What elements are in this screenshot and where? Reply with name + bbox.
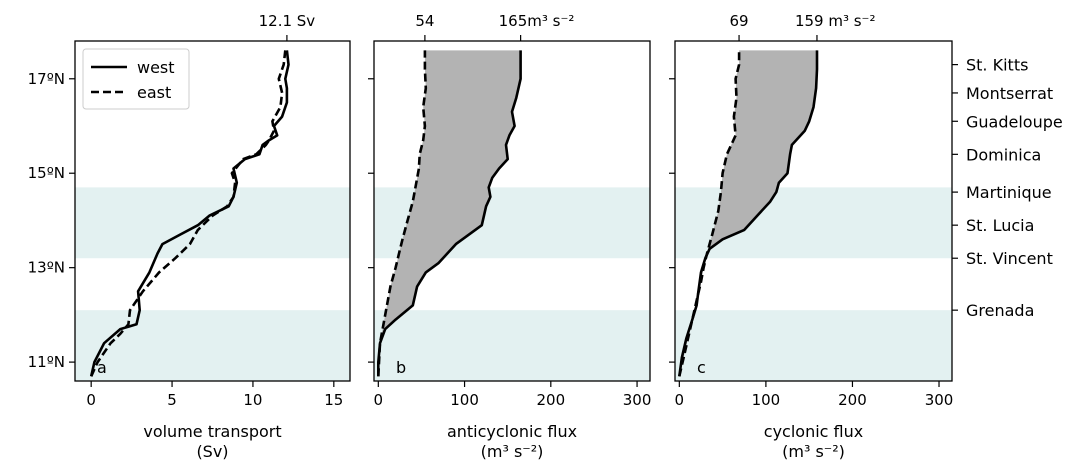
- island-label: Grenada: [966, 301, 1034, 320]
- panel-label-b: b: [396, 358, 406, 377]
- series-line-west-c: [678, 50, 819, 377]
- top-annotation-a: 12.1 Sv: [259, 12, 316, 30]
- latitude-band-a-1: [75, 187, 350, 259]
- latitude-band-c-0: [675, 310, 952, 381]
- island-label: Martinique: [966, 183, 1052, 202]
- axes-frame-c: [674, 40, 953, 382]
- x-axis-label-c: (m³ s⁻²): [782, 442, 845, 461]
- x-axis-label-b: anticyclonic flux: [447, 422, 577, 441]
- x-tick-label-a: 15: [324, 391, 343, 409]
- x-tick-label-b: 200: [536, 391, 565, 409]
- x-tick-label-b: 100: [450, 391, 479, 409]
- y-tick-label: 13ºN: [28, 259, 65, 277]
- flux-fill-b: [378, 50, 521, 377]
- island-label: St. Kitts: [966, 56, 1028, 75]
- island-label: St. Lucia: [966, 216, 1034, 235]
- x-tick-label-a: 10: [243, 391, 262, 409]
- series-line-east-a: [90, 50, 287, 377]
- x-axis-label-a: volume transport: [143, 422, 281, 441]
- y-tick-label: 11ºN: [28, 353, 65, 371]
- y-tick-label: 15ºN: [28, 164, 65, 182]
- island-label: Guadeloupe: [966, 112, 1063, 131]
- x-tick-label-a: 0: [86, 391, 96, 409]
- x-axis-label-a: (Sv): [196, 442, 228, 461]
- axes: [69, 35, 958, 387]
- x-axis-label-b: (m³ s⁻²): [481, 442, 544, 461]
- flux-fill-c: [679, 50, 817, 377]
- island-label: St. Vincent: [966, 249, 1053, 268]
- x-tick-label-b: 0: [374, 391, 384, 409]
- series-line-east-b: [377, 50, 428, 377]
- axes-frame-b: [373, 40, 651, 382]
- series-lines: [89, 50, 819, 377]
- island-label: Montserrat: [966, 84, 1053, 103]
- panel-label-a: a: [97, 358, 107, 377]
- top-annotation-b: 54: [415, 12, 434, 30]
- x-tick-label-c: 100: [752, 391, 781, 409]
- x-tick-label-b: 300: [623, 391, 652, 409]
- panel-label-c: c: [697, 358, 706, 377]
- y-tick-label: 17ºN: [28, 70, 65, 88]
- latitude-band-a-0: [75, 310, 350, 381]
- series-line-east-c: [678, 50, 741, 377]
- flux-fill-areas: [378, 50, 817, 377]
- x-tick-label-c: 200: [838, 391, 867, 409]
- x-tick-label-a: 5: [167, 391, 177, 409]
- series-line-west-b: [377, 50, 522, 377]
- latitude-band-b-0: [374, 310, 650, 381]
- x-tick-label-c: 0: [675, 391, 685, 409]
- x-axis-label-c: cyclonic flux: [764, 422, 863, 441]
- axes-frame-a: [74, 40, 351, 382]
- legend-label-west: west: [137, 58, 175, 77]
- top-annotation-c: 159 m³ s⁻²: [795, 12, 876, 30]
- shaded-latitude-bands: [75, 187, 952, 381]
- top-annotation-c: 69: [730, 12, 749, 30]
- legend-label-east: east: [137, 83, 171, 102]
- top-annotation-b: 165m³ s⁻²: [499, 12, 575, 30]
- legend-box: [82, 48, 190, 110]
- axis-text: 0 5 10 15 11ºN 13ºN 15ºN 17ºN volume transport(S…: [28, 12, 1063, 461]
- x-tick-label-c: 300: [925, 391, 954, 409]
- island-label: Dominica: [966, 145, 1041, 164]
